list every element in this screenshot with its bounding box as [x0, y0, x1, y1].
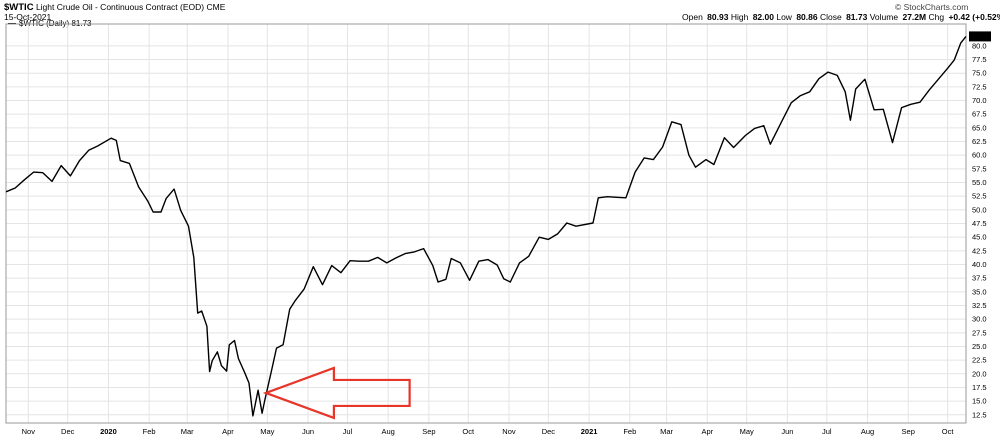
y-tick-label: 30.0 [972, 315, 987, 324]
x-tick-label: 2021 [581, 427, 598, 436]
x-axis: Nov Dec 2020 Feb Mar Apr May Jun Jul Aug Sep Oct Nov… [22, 427, 955, 436]
x-tick-label: Aug [861, 427, 874, 436]
ohlc-chg-label: Chg [928, 12, 945, 22]
y-tick-label: 55.0 [972, 178, 987, 187]
ohlc-close-label: Close [819, 12, 842, 22]
ohlc-low-label: Low [776, 12, 792, 22]
y-tick-label: 25.0 [972, 342, 987, 351]
x-tick-label: Dec [61, 427, 75, 436]
y-tick-label: 75.0 [972, 69, 987, 78]
y-tick-label: 80.0 [972, 41, 987, 50]
y-tick-label: 65.0 [972, 123, 987, 132]
y-tick-label: 20.0 [972, 369, 987, 378]
symbol-description: Light Crude Oil - Continuous Contract (E… [35, 2, 205, 12]
ohlc-chg-value: +0.42 (+0.52%) [948, 12, 1000, 22]
ohlc-readout: Open 80.93 High 82.00 Low 80.86 Close 81… [682, 12, 1000, 22]
grid-layer [6, 24, 966, 423]
y-tick-label: 17.5 [972, 383, 987, 392]
y-tick-label: 37.5 [972, 274, 987, 283]
x-tick-label: Mar [181, 427, 194, 436]
ohlc-volume-label: Volume [869, 12, 899, 22]
y-tick-label: 42.5 [972, 246, 987, 255]
x-tick-label: Nov [22, 427, 36, 436]
ohlc-high-value: 82.00 [752, 12, 774, 22]
x-tick-label: Dec [542, 427, 556, 436]
ohlc-low-value: 80.86 [796, 12, 818, 22]
y-tick-label: 12.5 [972, 410, 987, 419]
y-axis: 12.5 15.0 17.5 20.0 22.5 25.0 27.5 30.0 32.5 35.0… [972, 41, 987, 419]
x-tick-label: Feb [143, 427, 156, 436]
plot-frame [5, 23, 967, 424]
x-tick-label: Jul [822, 427, 832, 436]
ohlc-open-value: 80.93 [707, 12, 729, 22]
x-tick-label: Apr [701, 427, 713, 436]
y-tick-label: 70.0 [972, 96, 987, 105]
y-tick-label: 32.5 [972, 301, 987, 310]
chart-date: 15-Oct-2021 [4, 12, 52, 22]
last-value-badge [969, 31, 991, 42]
x-tick-label: Jun [781, 427, 793, 436]
annotation-arrow [262, 366, 411, 420]
x-tick-label: Oct [462, 427, 475, 436]
x-tick-label: Jun [302, 427, 314, 436]
x-tick-label: Sep [422, 427, 435, 436]
price-series-line [5, 35, 967, 417]
exchange-label: CME [206, 2, 226, 12]
last-value-label: 81.73 [971, 32, 990, 41]
x-tick-label: Mar [660, 427, 673, 436]
y-tick-label: 50.0 [972, 205, 987, 214]
x-tick-label: Apr [222, 427, 234, 436]
x-tick-label: Oct [942, 427, 955, 436]
x-tick-label: Sep [902, 427, 915, 436]
stockcharts-credit: © StockCharts.com [895, 2, 969, 12]
x-tick-label: Feb [623, 427, 636, 436]
y-tick-label: 27.5 [972, 328, 987, 337]
x-tick-label: Aug [381, 427, 394, 436]
y-tick-label: 40.0 [972, 260, 987, 269]
y-tick-label: 45.0 [972, 233, 987, 242]
ohlc-high-label: High [730, 12, 749, 22]
y-tick-label: 57.5 [972, 164, 987, 173]
x-tick-label: Jul [343, 427, 353, 436]
last-value-marker: 81.73 [969, 31, 991, 42]
x-tick-label: Nov [502, 427, 516, 436]
y-tick-label: 60.0 [972, 151, 987, 160]
y-tick-label: 77.5 [972, 55, 987, 64]
ohlc-volume-value: 27.2M [902, 12, 927, 22]
symbol-label: $WTIC [4, 2, 34, 13]
chart-title: $WTIC Light Crude Oil - Continuous Contr… [4, 2, 225, 13]
y-tick-label: 52.5 [972, 192, 987, 201]
x-tick-label: May [740, 427, 754, 436]
x-tick-label: May [260, 427, 274, 436]
y-tick-label: 62.5 [972, 137, 987, 146]
y-tick-label: 15.0 [972, 397, 987, 406]
y-tick-label: 22.5 [972, 356, 987, 365]
ohlc-close-value: 81.73 [846, 12, 868, 22]
ohlc-open-label: Open [682, 12, 703, 22]
y-tick-label: 72.5 [972, 82, 987, 91]
y-tick-label: 35.0 [972, 287, 987, 296]
y-tick-label: 67.5 [972, 110, 987, 119]
x-tick-label: 2020 [100, 427, 117, 436]
y-tick-label: 47.5 [972, 219, 987, 228]
